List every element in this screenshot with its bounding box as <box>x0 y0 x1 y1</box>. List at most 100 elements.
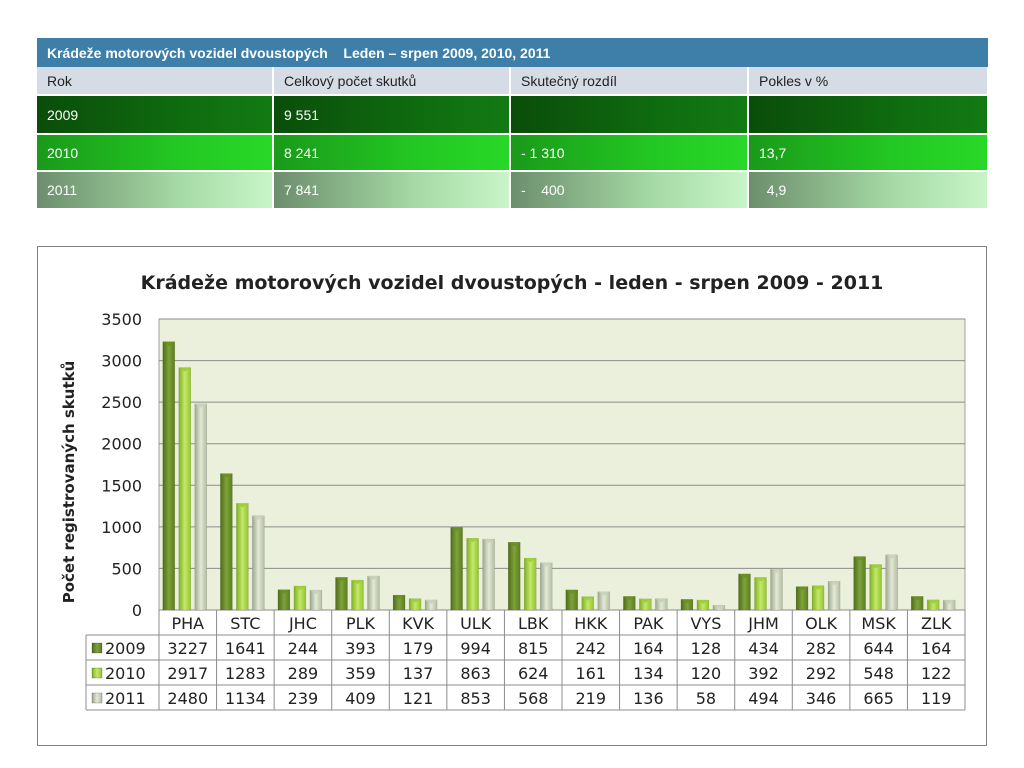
bar-2009-MSK <box>853 556 866 611</box>
bar-2010-JHM <box>754 577 767 611</box>
legend-label-2010: 2010 <box>105 664 146 683</box>
bar-2009-JHM <box>738 573 751 611</box>
cell-rozdil: - 1 310 <box>510 133 749 171</box>
bar-chart: Krádeže motorových vozidel dvoustopých -… <box>60 272 966 711</box>
summary-table: Krádeže motorových vozidel dvoustopých L… <box>37 38 990 208</box>
data-label: 137 <box>403 664 434 683</box>
x-tick-label: ZLK <box>921 614 952 633</box>
bar-2010-ULK <box>466 537 479 611</box>
bar-cap <box>597 591 610 596</box>
data-label: 359 <box>345 664 376 683</box>
cell-pokles <box>748 94 990 134</box>
y-tick-label: 3500 <box>101 310 142 329</box>
data-label: 624 <box>518 664 549 683</box>
bar-2010-PHA <box>178 367 192 611</box>
bar-2010-STC <box>236 503 249 611</box>
bar-cap <box>524 558 537 563</box>
bar-cap <box>796 586 809 591</box>
bar-cap <box>812 585 825 590</box>
x-tick-label: JHC <box>288 614 317 633</box>
x-tick-label: OLK <box>805 614 838 633</box>
cell-pokles: 4,9 <box>748 170 990 208</box>
bar-cap <box>466 538 479 543</box>
legend-label-2009: 2009 <box>105 639 146 658</box>
bar-cap <box>309 590 322 595</box>
x-tick-label: LBK <box>518 614 549 633</box>
plot-area <box>158 318 966 611</box>
header-rozdil: Skutečný rozdíl <box>510 67 749 95</box>
data-label: 292 <box>806 664 837 683</box>
bar-cap <box>367 575 380 580</box>
bar-2009-PLK <box>335 577 348 611</box>
data-label: 289 <box>288 664 319 683</box>
bar-cap <box>335 577 348 582</box>
bar-cap <box>885 554 898 559</box>
data-label: 994 <box>460 639 491 658</box>
bar-cap <box>828 581 841 586</box>
bar-cap <box>162 341 175 346</box>
cell-rozdil <box>510 94 749 134</box>
bar-2011-OLK <box>827 580 841 611</box>
bar-cap <box>393 595 406 600</box>
y-tick-label: 1000 <box>101 518 142 537</box>
data-label: 121 <box>403 689 434 708</box>
x-tick-label: VYS <box>690 614 721 633</box>
data-label: 119 <box>921 689 952 708</box>
data-label: 136 <box>633 689 664 708</box>
table-row: 2010 8 241 - 1 310 13,7 <box>37 133 990 171</box>
x-tick-label: STC <box>230 614 260 633</box>
bar-cap <box>508 542 521 547</box>
bar-cap <box>425 599 438 604</box>
y-tick-label: 2500 <box>101 393 142 412</box>
bar-cap <box>581 596 594 601</box>
y-tick-label: 2000 <box>101 435 142 454</box>
data-label: 1283 <box>225 664 266 683</box>
data-label: 863 <box>460 664 491 683</box>
data-label: 282 <box>806 639 837 658</box>
data-label: 120 <box>691 664 722 683</box>
x-tick-label: PHA <box>171 614 204 633</box>
header-pokles: Pokles v % <box>748 67 990 95</box>
bar-2011-KVK <box>424 599 438 611</box>
bar-2011-ZLK <box>942 599 956 611</box>
bar-cap <box>680 599 693 604</box>
y-tick-label: 500 <box>111 559 142 578</box>
data-label: 568 <box>518 689 549 708</box>
data-label: 815 <box>518 639 549 658</box>
bar-2009-HKK <box>565 589 579 611</box>
data-label: 1641 <box>225 639 266 658</box>
cell-celkem: 9 551 <box>273 94 511 134</box>
data-label: 134 <box>633 664 664 683</box>
bar-cap <box>565 589 578 594</box>
legend-key-2010 <box>91 667 103 679</box>
bar-2010-MSK <box>869 564 882 611</box>
summary-title: Krádeže motorových vozidel dvoustopých L… <box>37 38 989 67</box>
data-label: 393 <box>345 639 376 658</box>
data-label: 2917 <box>167 664 208 683</box>
cell-celkem: 8 241 <box>273 133 511 171</box>
data-label: 644 <box>863 639 894 658</box>
data-label: 164 <box>921 639 952 658</box>
header-rok: Rok <box>37 67 274 95</box>
x-tick-label: ULK <box>460 614 492 633</box>
data-label: 242 <box>576 639 607 658</box>
bar-2011-STC <box>252 515 265 611</box>
bar-cap <box>482 539 495 544</box>
bar-cap <box>770 568 783 573</box>
x-tick-label: PLK <box>346 614 376 633</box>
bar-cap <box>178 367 191 372</box>
table-row: 2009 9 551 <box>37 94 990 134</box>
y-tick-label: 0 <box>132 601 142 620</box>
bar-cap <box>450 527 463 532</box>
summary-title-row: Krádeže motorových vozidel dvoustopých L… <box>37 38 989 67</box>
bar-cap <box>194 403 207 408</box>
bar-cap <box>911 596 924 601</box>
cell-celkem: 7 841 <box>273 170 511 208</box>
data-label: 392 <box>748 664 779 683</box>
chart-title: Krádeže motorových vozidel dvoustopých -… <box>141 272 884 294</box>
header-celkem: Celkový počet skutků <box>273 67 511 95</box>
cell-rozdil: - 400 <box>510 170 749 208</box>
bar-cap <box>220 473 233 478</box>
bar-2009-LBK <box>507 541 521 611</box>
data-label: 665 <box>863 689 894 708</box>
